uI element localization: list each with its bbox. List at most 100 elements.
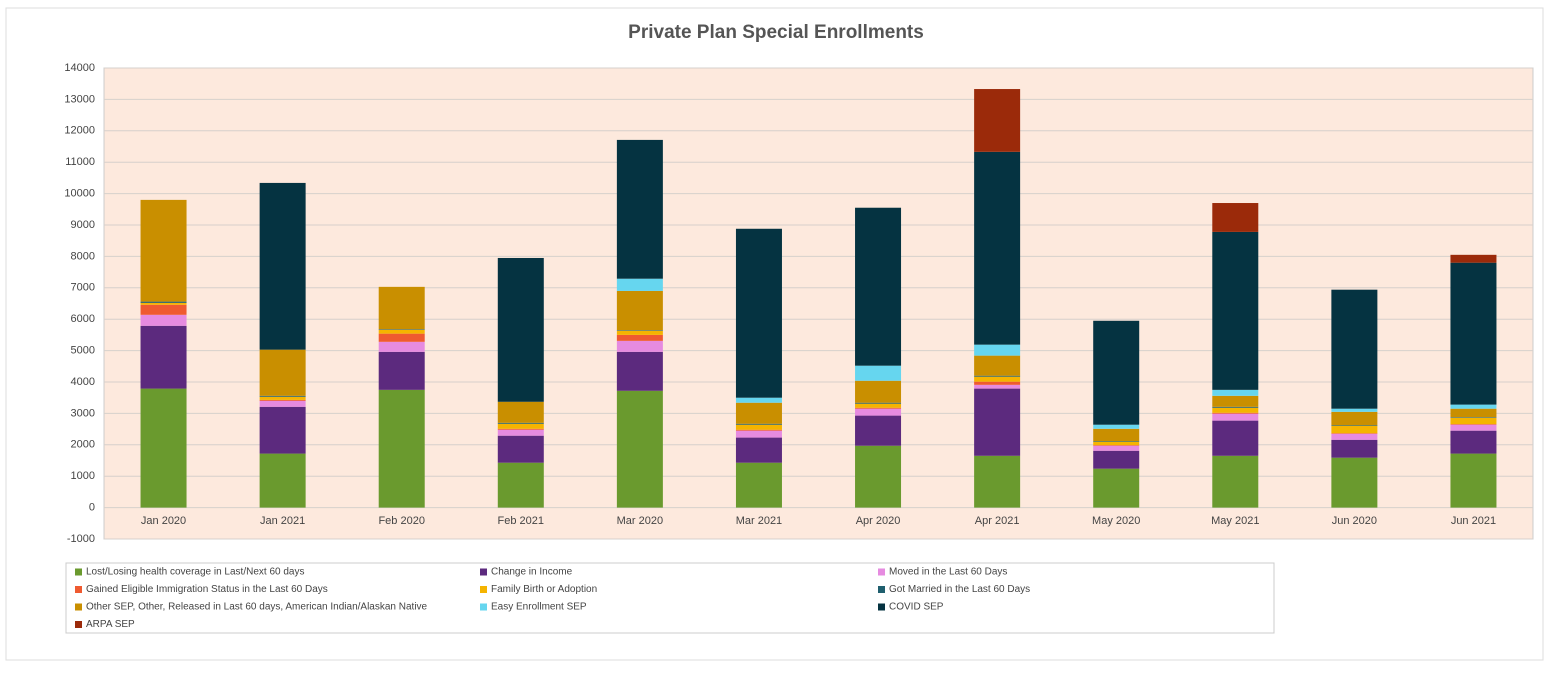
bar-segment <box>378 341 425 352</box>
bar-segment <box>616 351 663 391</box>
legend-swatch <box>75 586 82 593</box>
bar-segment <box>1212 413 1259 421</box>
y-tick-label: 1000 <box>71 470 95 482</box>
legend-swatch <box>878 586 885 593</box>
bar-segment <box>1212 203 1259 232</box>
y-tick-label: 8000 <box>71 250 95 262</box>
y-tick-label: 0 <box>89 502 95 514</box>
legend-label: Moved in the Last 60 Days <box>889 567 1007 578</box>
legend-swatch <box>480 568 487 576</box>
bar-segment <box>259 406 306 454</box>
bar-segment <box>140 388 187 508</box>
bar-segment <box>616 334 663 341</box>
bar-segment <box>616 390 663 508</box>
y-tick-label: 10000 <box>64 188 95 200</box>
bar-segment <box>1450 430 1497 454</box>
bar-segment <box>974 344 1021 356</box>
bar-segment <box>259 400 306 407</box>
bar-segment <box>1331 457 1378 508</box>
bar-segment <box>1212 395 1259 407</box>
legend-label: Other SEP, Other, Released in Last 60 da… <box>86 602 428 613</box>
bar-segment <box>616 290 663 331</box>
bar-segment <box>616 330 663 331</box>
bar-segment <box>497 462 544 508</box>
bar-segment <box>1212 389 1259 396</box>
bar-segment <box>855 415 902 446</box>
bar-segment <box>497 435 544 463</box>
bar-segment <box>616 340 663 352</box>
y-tick-label: 13000 <box>64 93 95 105</box>
x-tick-label: Jan 2021 <box>260 515 305 527</box>
bar-segment <box>1450 417 1497 425</box>
bar-segment <box>378 351 425 390</box>
bar-segment <box>1331 439 1378 458</box>
x-tick-label: Mar 2020 <box>617 515 663 527</box>
bar-segment <box>259 395 306 397</box>
bar-segment <box>1093 424 1140 429</box>
y-tick-label: -1000 <box>67 533 95 545</box>
bar-segment <box>140 302 187 305</box>
bar-segment <box>735 430 782 438</box>
legend-label: ARPA SEP <box>86 619 135 630</box>
bar-segment <box>1093 445 1140 446</box>
bar-segment <box>259 399 306 401</box>
legend-label: Change in Income <box>491 567 573 578</box>
bar-segment <box>140 199 187 302</box>
bar-segment <box>735 402 782 424</box>
bar-segment <box>1212 412 1259 414</box>
bar-segment <box>1212 231 1259 390</box>
y-tick-label: 3000 <box>71 407 95 419</box>
bar-segment <box>974 455 1021 508</box>
bar-segment <box>1450 417 1497 418</box>
legend-label: COVID SEP <box>889 602 944 613</box>
bar-segment <box>1450 262 1497 405</box>
y-tick-label: 12000 <box>64 125 95 137</box>
bar-segment <box>1331 289 1378 409</box>
bar-segment <box>1450 254 1497 263</box>
x-tick-label: May 2020 <box>1092 515 1140 527</box>
bar-segment <box>497 429 544 436</box>
bar-segment <box>1093 320 1140 425</box>
plot-area <box>103 67 1534 540</box>
x-tick-label: Apr 2020 <box>856 515 901 527</box>
bar-segment <box>855 207 902 366</box>
bar-segment <box>140 314 187 326</box>
bar-segment <box>974 375 1021 377</box>
y-tick-label: 11000 <box>65 156 95 168</box>
bar-segment <box>1212 407 1259 413</box>
bar-segment <box>1093 441 1140 442</box>
bar-segment <box>1212 455 1259 508</box>
y-tick-label: 6000 <box>71 313 95 325</box>
y-tick-label: 7000 <box>71 282 95 294</box>
bar-segment <box>974 376 1021 382</box>
bar-segment <box>259 349 306 396</box>
x-tick-label: Feb 2021 <box>498 515 544 527</box>
legend-swatch <box>480 586 487 593</box>
bar-segment <box>140 301 187 303</box>
bar-segment <box>140 304 187 315</box>
bar-segment <box>1450 453 1497 508</box>
y-tick-label: 14000 <box>64 62 95 74</box>
legend-swatch <box>75 603 82 611</box>
bar-segment <box>735 462 782 508</box>
bar-segment <box>259 182 306 350</box>
bar-segment <box>497 422 544 424</box>
bar-segment <box>378 333 425 342</box>
legend-label: Family Birth or Adoption <box>491 584 597 595</box>
bar-segment <box>1331 408 1378 412</box>
bar-segment <box>1331 433 1378 434</box>
bar-segment <box>1331 425 1378 434</box>
bar-segment <box>616 139 663 279</box>
bar-segment <box>1212 420 1259 456</box>
bar-segment <box>974 89 1021 152</box>
bar-segment <box>855 445 902 508</box>
legend-swatch <box>878 568 885 576</box>
bar-segment <box>855 408 902 416</box>
bar-segment <box>497 257 544 402</box>
legend-label: Easy Enrollment SEP <box>491 602 587 613</box>
bar-segment <box>1093 441 1140 446</box>
bar-segment <box>259 453 306 508</box>
bar-segment <box>497 423 544 429</box>
bar-segment <box>855 407 902 409</box>
